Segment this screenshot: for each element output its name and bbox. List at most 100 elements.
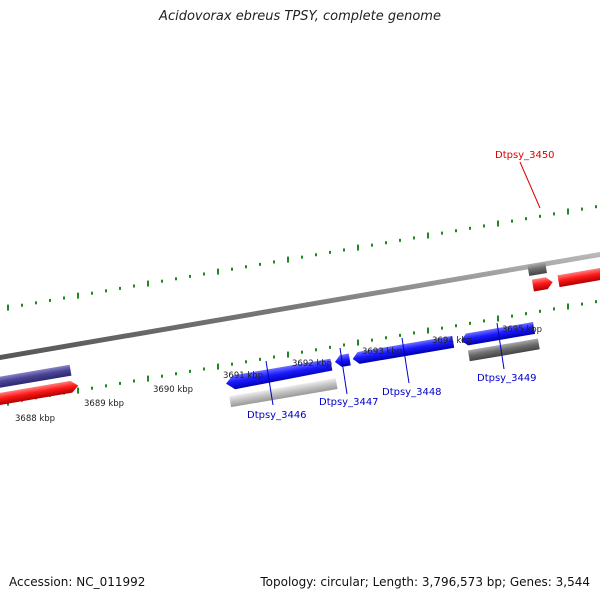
tick-mark [455,324,457,328]
tick-mark [231,267,233,271]
scale-label-3692: 3692 kbp [292,359,332,369]
tick-marks [7,205,597,406]
tick-mark [315,253,317,257]
tick-mark [399,238,401,242]
tick-mark [441,326,443,330]
tick-mark [245,360,247,364]
tick-mark [119,286,121,290]
tick-mark [315,348,317,352]
scale-label-3693: 3693 kbp [362,347,402,357]
tick-mark [343,343,345,347]
tick-mark [567,303,569,310]
tick-mark [259,262,261,266]
tick-mark [371,243,373,247]
tick-mark [553,212,555,216]
tick-mark [567,208,569,215]
tick-mark [105,384,107,388]
tick-mark [49,298,51,302]
tick-mark [161,279,163,283]
connector-dtpsy-3448 [401,337,410,384]
connector-dtpsy-3446 [265,360,274,406]
tick-mark [259,357,261,361]
tick-mark [427,232,429,239]
tick-mark [413,331,415,335]
tick-mark [147,375,149,382]
label-dtpsy-3450[interactable]: Dtpsy_3450 [495,150,555,161]
genome-backbone [0,252,600,360]
tick-mark [539,214,541,218]
tick-mark [287,256,289,263]
tick-mark [91,291,93,295]
tick-mark [581,302,583,306]
tick-mark [371,338,373,342]
genome-summary-text: Topology: circular; Length: 3,796,573 bp… [260,575,590,589]
tick-mark [273,355,275,359]
scale-label-3691: 3691 kbp [223,371,263,381]
tick-mark [245,265,247,269]
tick-mark [217,363,219,370]
tick-mark [497,220,499,227]
tick-mark [287,351,289,358]
tick-mark [553,307,555,311]
tick-mark [91,386,93,390]
tick-mark [483,319,485,323]
tick-mark [357,244,359,251]
tick-mark [203,272,205,276]
tick-mark [427,327,429,334]
tick-mark [357,339,359,346]
tick-mark [497,315,499,322]
scale-label-3690: 3690 kbp [153,385,193,395]
tick-mark [7,304,9,311]
tick-mark [413,236,415,240]
tick-mark [385,336,387,340]
gene-dtpsy-3450-arrow[interactable] [531,276,554,292]
tick-mark [273,260,275,264]
tick-mark [441,231,443,235]
tick-mark [595,205,597,209]
tick-mark [77,292,79,299]
tick-mark [189,274,191,278]
scale-label-3694: 3694 kbp [432,336,472,346]
gene-small-grey[interactable] [527,262,547,277]
scale-label-3695: 3695 kbp [502,325,542,335]
label-dtpsy-3449[interactable]: Dtpsy_3449 [477,373,537,384]
gene-dtpsy-3447-arrow[interactable] [334,353,351,368]
tick-mark [399,333,401,337]
gene-partial-purple[interactable] [0,364,72,393]
label-dtpsy-3447[interactable]: Dtpsy_3447 [319,397,379,408]
label-dtpsy-3446[interactable]: Dtpsy_3446 [247,410,307,421]
tick-mark [133,284,135,288]
tick-mark [539,309,541,313]
tick-mark [133,379,135,383]
tick-mark [175,277,177,281]
tick-mark [469,321,471,325]
genome-title: Acidovorax ebreus TPSY, complete genome [159,9,441,24]
tick-mark [511,314,513,318]
connector-dtpsy-3449 [496,322,505,370]
tick-mark [231,362,233,366]
tick-mark [301,255,303,259]
scale-label-3689: 3689 kbp [84,399,124,409]
tick-mark [329,250,331,254]
gene-partial-red[interactable] [0,380,79,410]
tick-mark [525,312,527,316]
tick-mark [483,224,485,228]
tick-mark [455,229,457,233]
tick-mark [329,345,331,349]
tick-mark [581,207,583,211]
tick-mark [385,241,387,245]
gene-dtpsy-3449-arrow[interactable] [460,322,536,346]
label-dtpsy-3448[interactable]: Dtpsy_3448 [382,387,442,398]
tick-mark [203,367,205,371]
scale-label-3688: 3688 kbp [15,414,55,424]
gene-partial-red-right[interactable] [557,259,600,288]
tick-mark [21,303,23,307]
tick-mark [105,289,107,293]
connector-dtpsy-3447 [339,347,348,395]
tick-mark [35,301,37,305]
tick-mark [189,369,191,373]
tick-mark [595,300,597,304]
accession-text: Accession: NC_011992 [9,575,146,589]
gene-dtpsy-3446-arrow[interactable] [225,358,333,391]
